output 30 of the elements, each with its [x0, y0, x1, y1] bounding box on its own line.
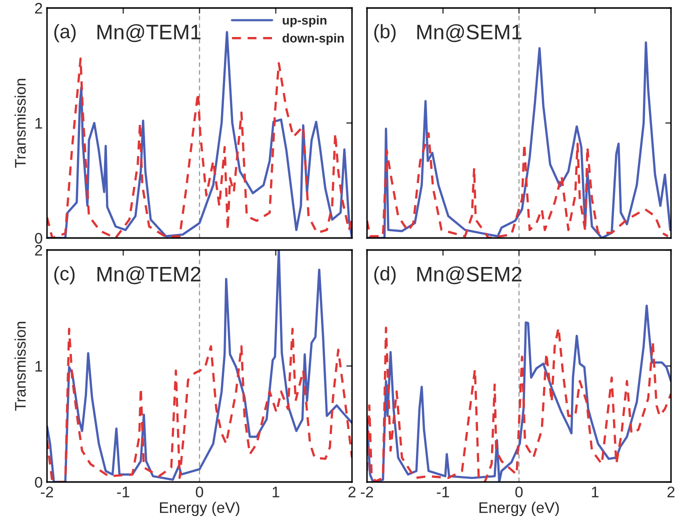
annotation: (c)	[54, 266, 75, 284]
x-tick-label: 1	[592, 486, 599, 498]
x-tick-label: 1	[272, 486, 280, 498]
annotation: (a)	[54, 24, 76, 42]
annotation: Mn@TEM2	[98, 266, 200, 284]
y-tick-label: 0	[34, 232, 42, 244]
legend-label: up-spin	[282, 16, 326, 28]
x-tick-label: 2	[348, 486, 356, 498]
annotation: (b)	[374, 24, 396, 42]
x-tick-label: -1	[117, 486, 130, 498]
x-axis-title: Energy (eV)	[480, 502, 559, 516]
y-tick-label: 1	[36, 118, 42, 129]
x-tick-label: -1	[436, 486, 450, 498]
y-axis-title: Transmission	[14, 78, 26, 168]
x-tick-label: 2	[668, 486, 674, 498]
y-tick-label: 2	[35, 2, 42, 14]
y-tick-label: 0	[34, 476, 42, 488]
x-tick-label: 0	[515, 486, 523, 498]
annotation: (d)	[374, 266, 396, 284]
annotation: Mn@SEM1	[417, 24, 522, 42]
annotation: Mn@TEM1	[98, 24, 200, 42]
legend-label: down-spin	[282, 33, 344, 46]
x-tick-label: -2	[40, 486, 54, 498]
y-tick-label: 1	[36, 361, 42, 372]
annotation: Mn@SEM2	[417, 266, 522, 284]
y-axis-title: Transmission	[14, 322, 26, 411]
y-tick-label: 2	[35, 244, 42, 256]
x-tick-label: 0	[196, 486, 204, 498]
x-tick-label: -2	[360, 486, 374, 498]
x-axis-title: Energy (eV)	[160, 502, 240, 516]
